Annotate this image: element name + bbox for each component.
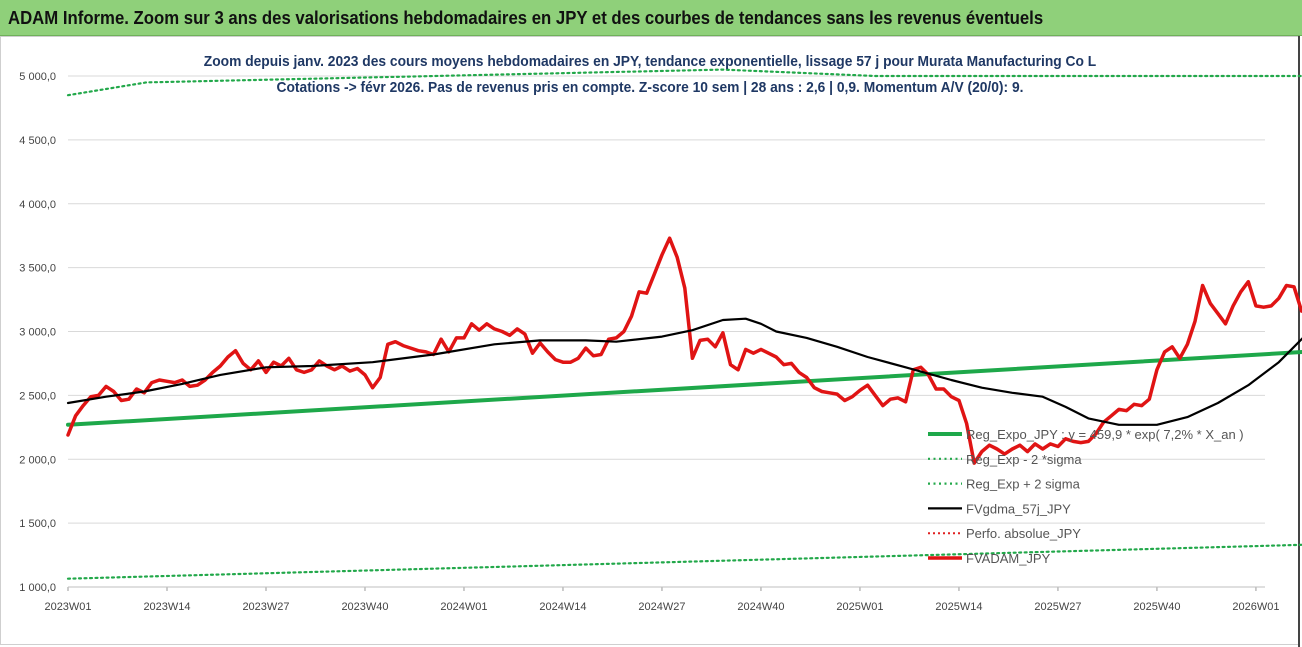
chart-title: Zoom depuis janv. 2023 des cours moyens … [203,53,1097,70]
y-gridlines [68,75,1265,588]
y-tick-label: 1 000,0 [19,582,56,594]
x-tick-label: 2025W14 [935,601,982,613]
y-tick-label: 3 500,0 [19,263,56,275]
x-tick-label: 2023W01 [44,601,91,613]
legend-label-reg-plus-2sigma-line: Reg_Exp + 2 sigma [966,477,1081,492]
gdma-57j-line [66,317,1302,426]
y-tick-label: 2 500,0 [19,390,56,402]
x-tick-label: 2026W01 [1232,601,1279,613]
reg-minus-2sigma-line [66,543,1302,580]
x-tick-label: 2025W27 [1034,601,1081,613]
legend-label-reg-expo-line: Reg_Expo_JPY : y = 459,9 * exp( 7,2% * X… [966,427,1244,442]
y-tick-label: 3 000,0 [19,327,56,339]
legend-label-fvadam-line: FVADAM_JPY [966,551,1051,566]
x-tick-label: 2025W40 [1133,601,1180,613]
legend-label-reg-minus-2sigma-line: Reg_Exp - 2 *sigma [966,452,1082,467]
report-banner: ADAM Informe. Zoom sur 3 ans des valoris… [0,0,1302,36]
x-tick-label: 2024W27 [638,601,685,613]
y-axis-ticks: 1 000,0 1 500,0 2 000,0 2 500,0 3 000,0 3 500… [19,71,56,594]
x-tick-label: 2024W01 [440,601,487,613]
y-tick-label: 4 500,0 [19,135,56,147]
reg-expo-line [66,350,1302,427]
x-tick-label: 2023W27 [242,601,289,613]
x-tick-label: 2023W14 [143,601,190,613]
x-tick-label: 2023W40 [341,601,388,613]
x-axis-ticks: 2023W01 2023W14 2023W27 2023W40 2024W01 2024W… [44,586,1279,613]
chart-subtitle: Cotations -> févr 2026. Pas de revenus p… [276,79,1024,96]
reg-plus-2sigma-line [66,68,1302,97]
x-tick-label: 2025W01 [836,601,883,613]
legend-label-gdma-57j-line: FVgdma_57j_JPY [966,501,1071,516]
x-tick-label: 2024W14 [539,601,586,613]
x-tick-label: 2024W40 [737,601,784,613]
report-banner-title: ADAM Informe. Zoom sur 3 ans des valoris… [8,8,1044,28]
y-tick-label: 5 000,0 [19,71,56,83]
y-tick-label: 4 000,0 [19,199,56,211]
legend-label-perfo-absolue-line: Perfo. absolue_JPY [966,526,1081,541]
fvadam-line [66,236,1302,465]
y-tick-label: 1 500,0 [19,518,56,530]
plot-area [66,68,1302,580]
y-tick-label: 2 000,0 [19,454,56,466]
legend: Reg_Expo_JPY : y = 459,9 * exp( 7,2% * X… [928,427,1244,566]
